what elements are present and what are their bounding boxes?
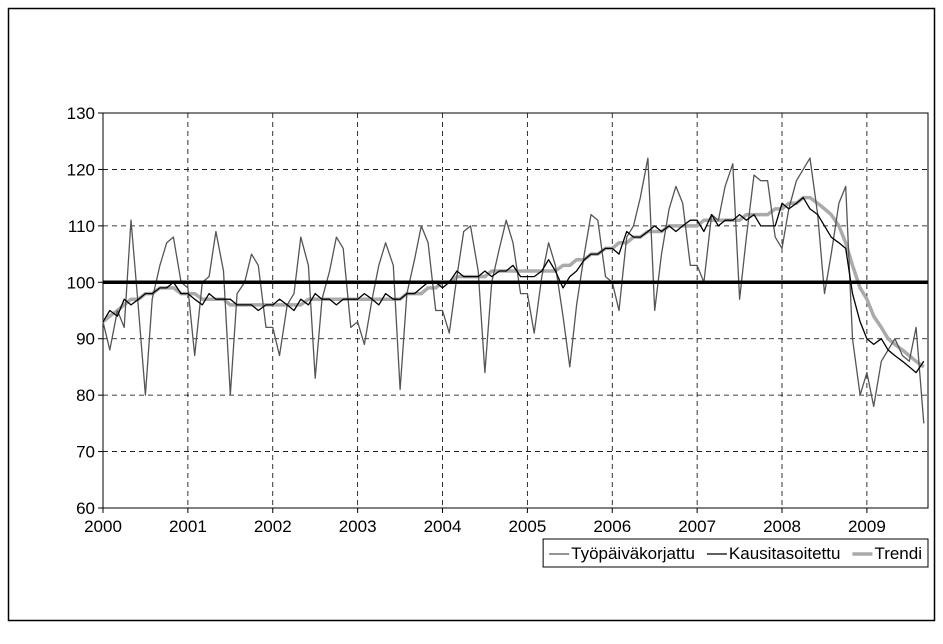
y-tick-label: 130 <box>67 104 95 123</box>
series-line <box>102 157 925 424</box>
y-tick-label: 70 <box>76 443 95 462</box>
legend-label: Trendi <box>874 544 922 563</box>
y-tick-label: 120 <box>67 160 95 179</box>
y-tick-label: 110 <box>68 217 95 236</box>
x-tick-label: 2003 <box>339 517 377 536</box>
series-line <box>102 196 925 374</box>
x-tick-label: 2008 <box>763 517 801 536</box>
legend: Työpäiväkorjattu Kausitasoitettu Trendi <box>542 538 929 568</box>
legend-label: Kausitasoitettu <box>729 544 841 563</box>
plot-background <box>102 112 929 509</box>
x-tick-label: 2001 <box>169 517 207 536</box>
x-tick-label: 2007 <box>678 517 716 536</box>
y-tick-label: 90 <box>76 330 95 349</box>
y-tick-label: 100 <box>67 273 95 292</box>
x-tick-label: 2004 <box>424 517 462 536</box>
legend-box <box>542 538 929 568</box>
chart-border <box>7 7 936 622</box>
y-tick-label: 60 <box>76 499 95 518</box>
y-tick-label: 80 <box>76 386 95 405</box>
x-tick-label: 2002 <box>254 517 292 536</box>
x-tick-label: 2005 <box>508 517 546 536</box>
x-tick-label: 2009 <box>848 517 886 536</box>
legend-label: Työpäiväkorjattu <box>571 544 695 563</box>
x-tick-label: 2006 <box>593 517 631 536</box>
x-tick-label: 2000 <box>84 517 122 536</box>
